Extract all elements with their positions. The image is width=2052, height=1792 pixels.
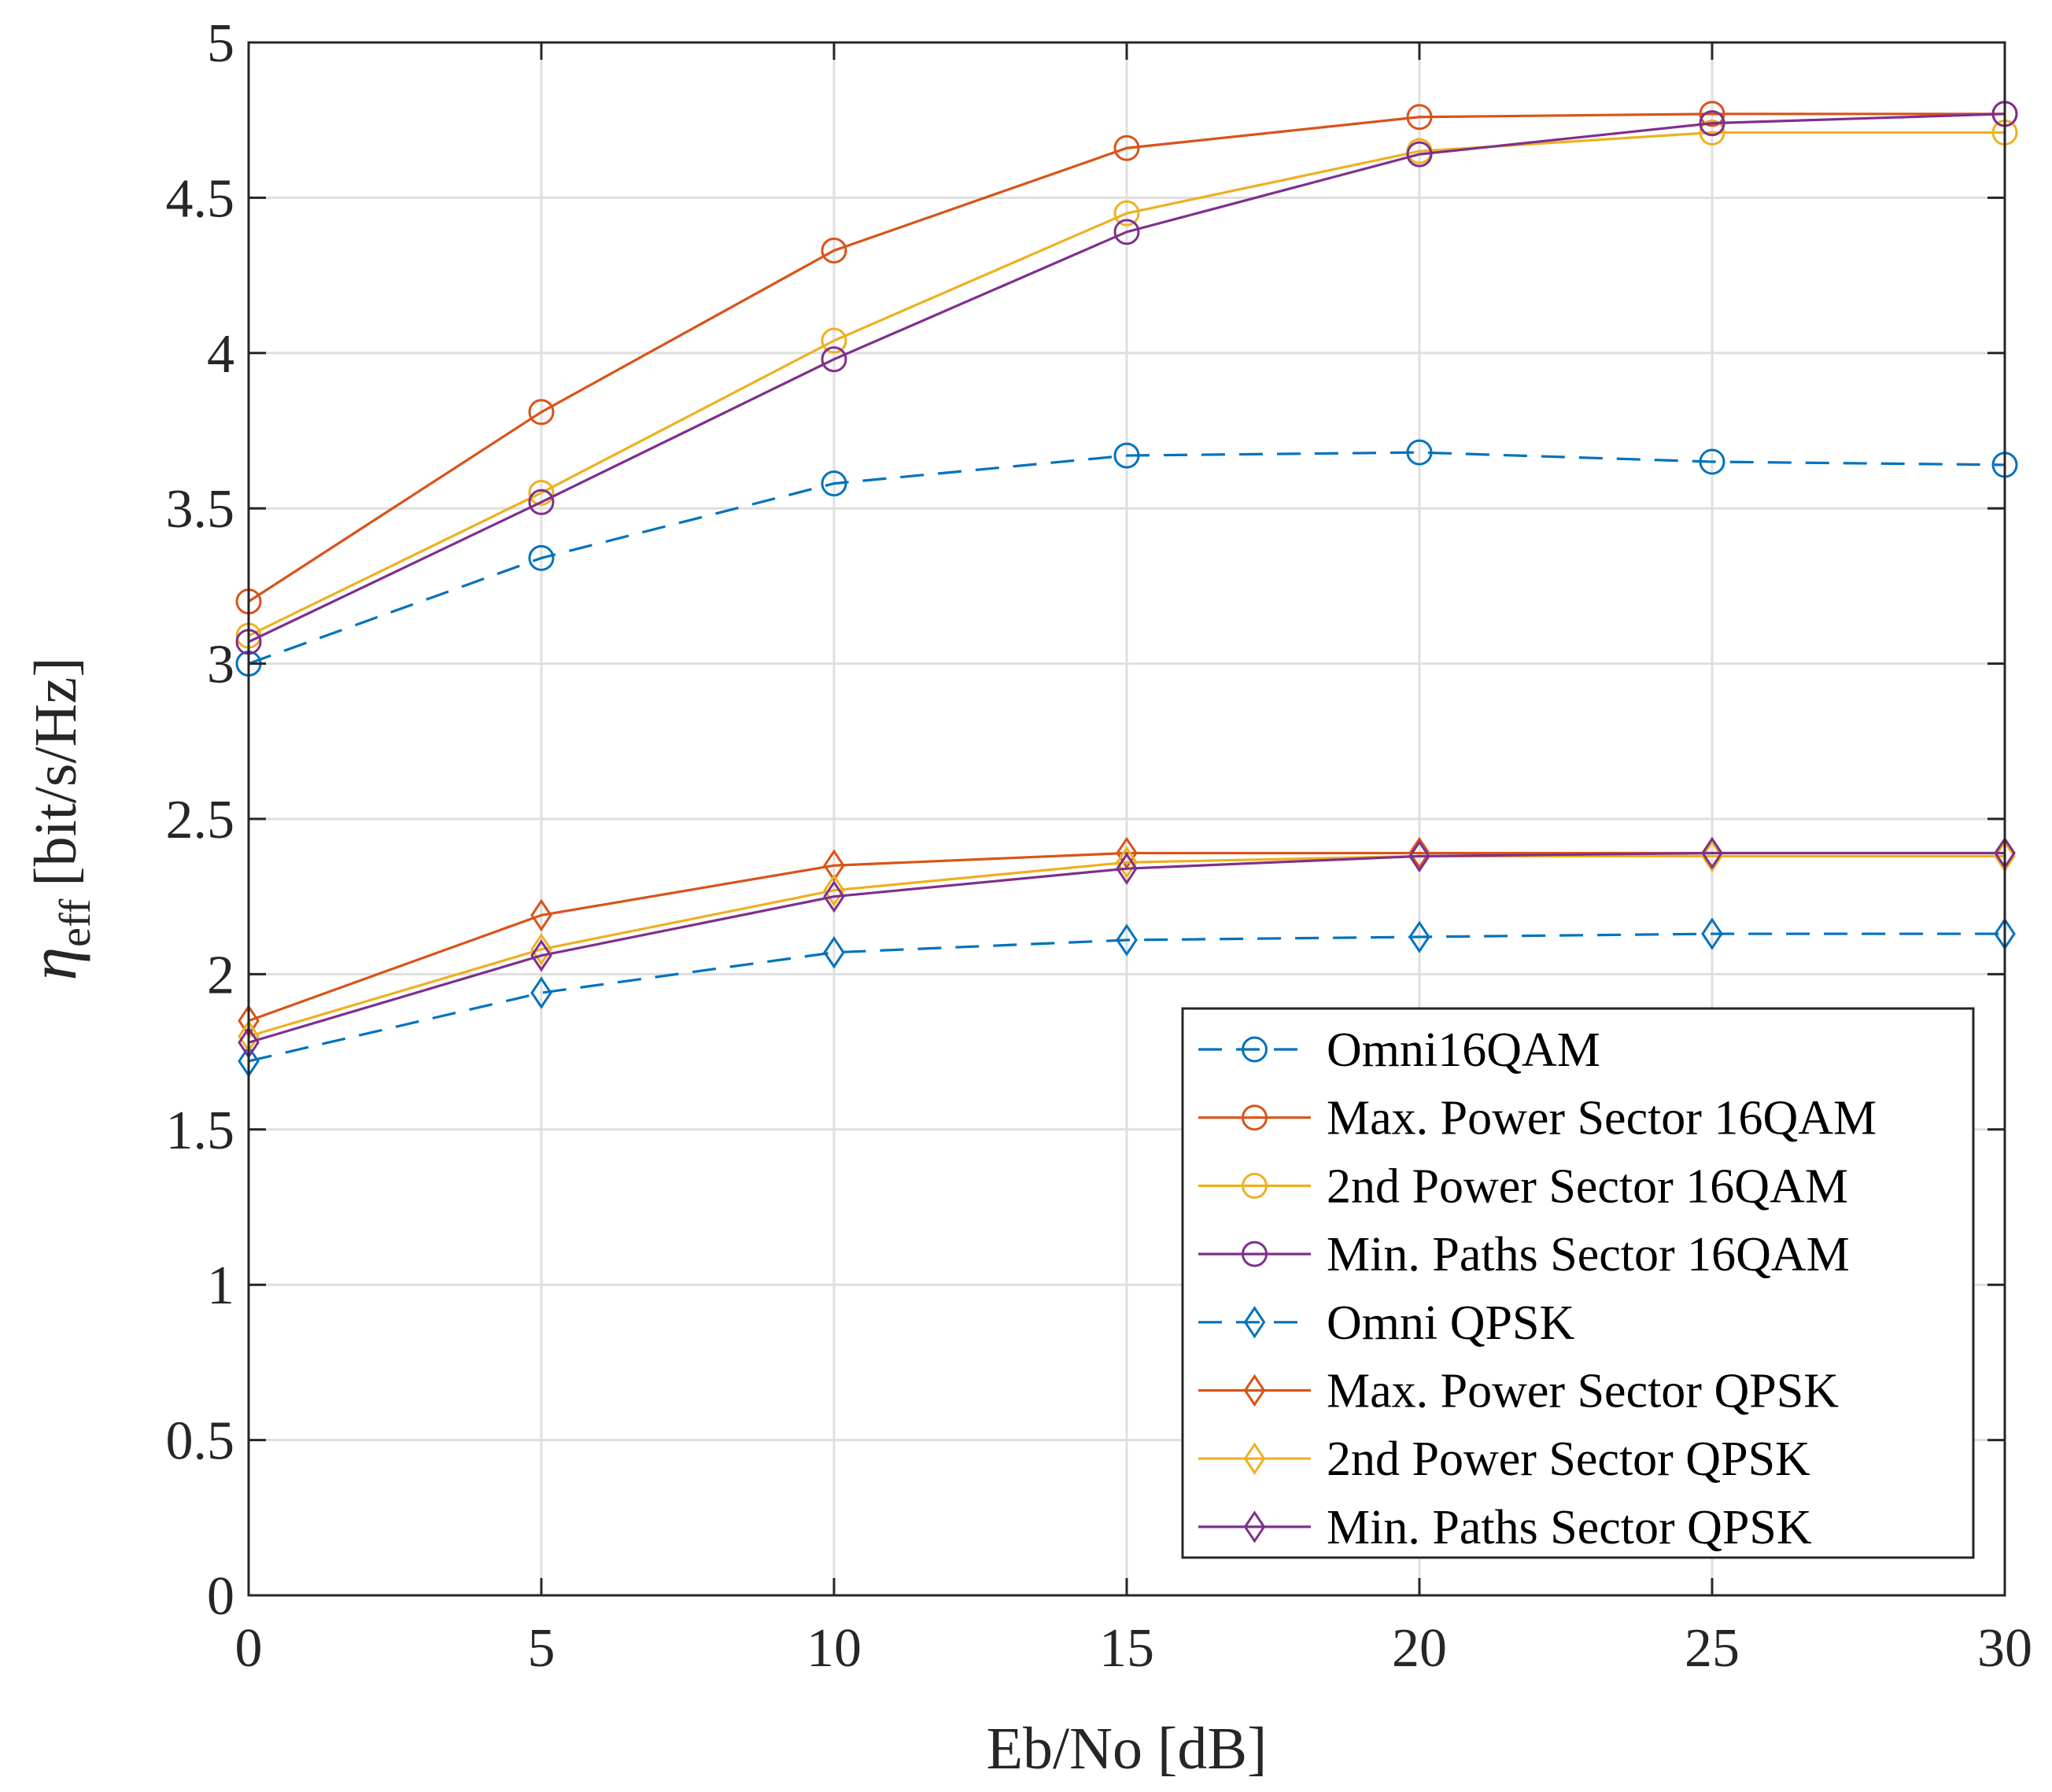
data-point xyxy=(1701,839,1723,873)
y-tick-label: 4 xyxy=(207,324,234,385)
data-point xyxy=(1406,141,1433,168)
x-tick-label: 15 xyxy=(1099,1618,1154,1679)
legend-entry: 2nd Power Sector QPSK xyxy=(1198,1432,1810,1486)
data-point xyxy=(823,849,845,882)
data-point xyxy=(1113,219,1140,245)
y-tick-label: 4.5 xyxy=(166,168,235,229)
data-point xyxy=(528,544,555,571)
data-point xyxy=(823,879,845,913)
data-point xyxy=(1113,135,1140,161)
legend-swatch-marker xyxy=(1242,1172,1268,1199)
legend: Omni16QAM Max. Power Sector 16QAM 2nd Powe… xyxy=(1181,1007,1975,1559)
data-point xyxy=(1408,839,1430,873)
data-point xyxy=(1701,836,1723,870)
series-7 xyxy=(238,836,2016,1059)
data-point xyxy=(821,470,847,497)
legend-label: Omni16QAM xyxy=(1327,1023,1600,1077)
data-point xyxy=(1699,448,1725,475)
legend-swatch-marker xyxy=(1243,1306,1266,1339)
data-point xyxy=(821,327,847,354)
data-point xyxy=(530,976,552,1009)
series-line xyxy=(248,131,2005,637)
y-tick-label: 0 xyxy=(207,1566,234,1627)
y-tick-label: 3.5 xyxy=(166,479,235,540)
data-point xyxy=(1408,920,1430,953)
y-tick-label: 5 xyxy=(207,13,234,74)
data-point xyxy=(1408,836,1430,870)
legend-label: Min. Paths Sector QPSK xyxy=(1327,1501,1812,1554)
data-point xyxy=(1116,846,1138,879)
legend-label: 2nd Power Sector QPSK xyxy=(1327,1432,1810,1486)
axis-ticks xyxy=(247,41,2006,1597)
tick-labels: 0 5 10 15 20 25 30 0 0.5 1 1.5 2 2.5 3 3.5 4 4.5 5 xyxy=(166,13,2033,1679)
legend-box xyxy=(1181,1007,1975,1559)
data-point xyxy=(823,874,845,907)
data-point xyxy=(528,399,555,426)
y-tick-label: 1 xyxy=(207,1256,234,1316)
data-point xyxy=(530,933,552,966)
data-point xyxy=(530,898,552,932)
y-tick-label: 0.5 xyxy=(166,1411,235,1472)
y-tick-label: 2 xyxy=(207,945,234,1005)
data-point xyxy=(1699,119,1725,146)
legend-entry: Omni16QAM xyxy=(1198,1023,1600,1077)
legend-swatch-marker xyxy=(1242,1241,1268,1267)
legend-entry: Max. Power Sector QPSK xyxy=(1198,1365,1839,1418)
data-point xyxy=(1406,104,1433,131)
legend-entry: Min. Paths Sector 16QAM xyxy=(1198,1228,1850,1281)
y-tick-label: 3 xyxy=(207,635,234,695)
legend-entry: Min. Paths Sector QPSK xyxy=(1198,1501,1812,1554)
x-tick-label: 30 xyxy=(1977,1618,2032,1679)
data-point xyxy=(1406,439,1433,466)
x-tick-label: 25 xyxy=(1685,1618,1740,1679)
data-point xyxy=(1116,852,1138,885)
y-tick-label: 2.5 xyxy=(166,790,235,850)
data-point xyxy=(1116,836,1138,870)
y-axis-unit: [bit/s/Hz] xyxy=(23,657,89,886)
x-tick-label: 10 xyxy=(806,1618,862,1679)
y-axis-title: ηeff [bit/s/Hz] xyxy=(15,657,100,980)
legend-swatch-marker xyxy=(1242,1104,1268,1131)
legend-swatch-marker xyxy=(1243,1442,1266,1475)
y-axis-subscript: eff xyxy=(51,898,100,946)
data-point xyxy=(1116,924,1138,957)
series-line xyxy=(248,112,2005,603)
data-point xyxy=(530,939,552,972)
legend-swatch-marker xyxy=(1243,1510,1266,1543)
data-point xyxy=(823,936,845,969)
series-line xyxy=(248,451,2006,666)
legend-swatch-marker xyxy=(1243,1373,1266,1407)
legend-label: 2nd Power Sector 16QAM xyxy=(1327,1160,1848,1213)
series-line xyxy=(248,851,2005,1044)
x-tick-label: 0 xyxy=(235,1618,263,1679)
data-point xyxy=(528,489,555,515)
data-point xyxy=(1701,917,1723,950)
x-axis-title: Eb/No [dB] xyxy=(987,1716,1268,1782)
data-point xyxy=(1113,200,1140,227)
series-line xyxy=(248,932,2005,1063)
data-point xyxy=(821,346,847,373)
legend-label: Max. Power Sector QPSK xyxy=(1327,1365,1839,1418)
x-tick-label: 5 xyxy=(528,1618,555,1679)
series-line xyxy=(248,854,2005,1038)
legend-entry: Omni QPSK xyxy=(1198,1296,1574,1350)
legend-label: Max. Power Sector 16QAM xyxy=(1327,1092,1877,1145)
legend-entry: Max. Power Sector 16QAM xyxy=(1198,1092,1877,1145)
data-point xyxy=(1699,110,1725,137)
data-point xyxy=(1113,442,1140,469)
series-line xyxy=(248,112,2006,643)
data-point xyxy=(528,479,555,506)
legend-swatch-marker xyxy=(1242,1036,1268,1063)
legend-label: Omni QPSK xyxy=(1327,1296,1574,1350)
legend-entry: 2nd Power Sector 16QAM xyxy=(1198,1160,1848,1213)
data-point xyxy=(1699,101,1725,127)
y-tick-label: 1.5 xyxy=(166,1101,235,1161)
legend-label: Min. Paths Sector 16QAM xyxy=(1327,1228,1850,1281)
data-point xyxy=(821,238,847,264)
x-tick-label: 20 xyxy=(1392,1618,1447,1679)
y-axis-symbol: η xyxy=(15,947,90,981)
series-6 xyxy=(238,839,2016,1053)
